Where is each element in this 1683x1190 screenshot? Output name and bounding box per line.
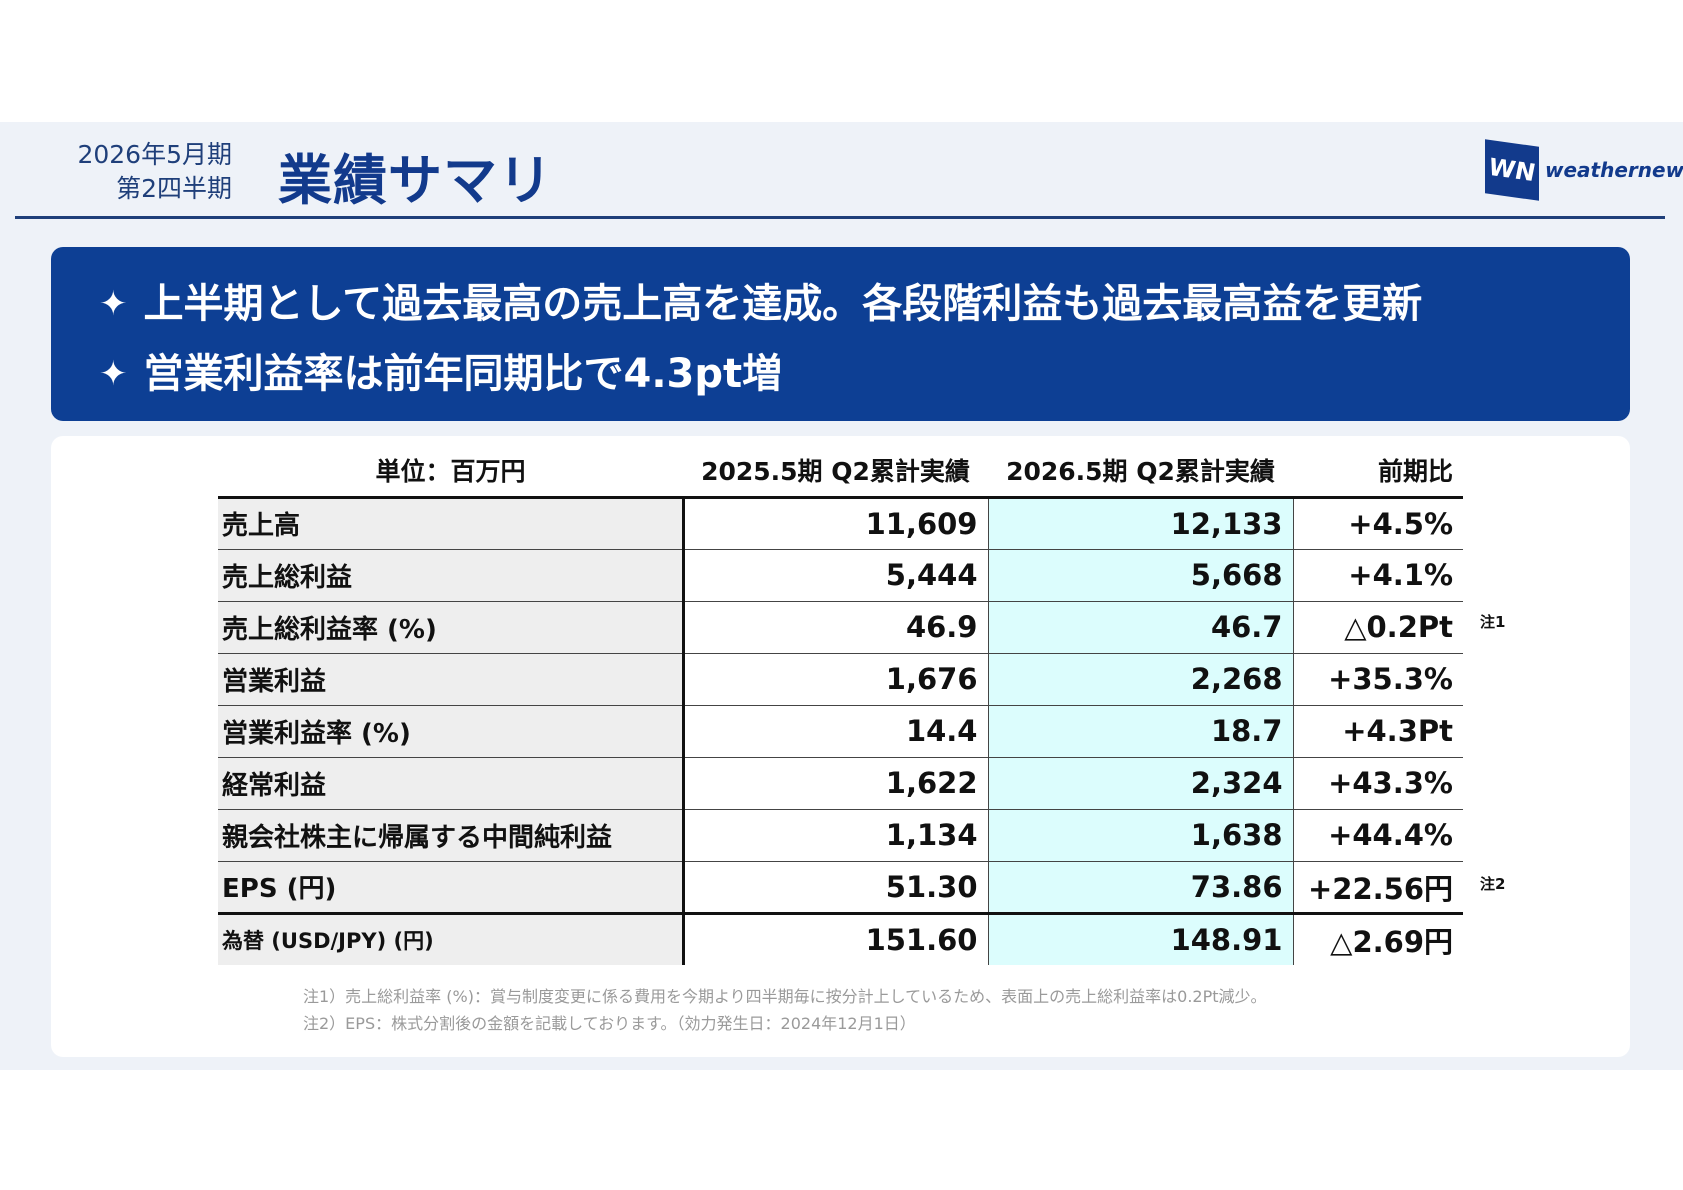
highlight-line: ✦ 営業利益率は前年同期比で4.3pt増 — [99, 339, 1630, 409]
yoy-change: +4.3Pt — [1293, 705, 1463, 758]
row-label: 経常利益 — [218, 757, 685, 810]
side-note-2: 注2 — [1480, 875, 1506, 893]
row-label: 親会社株主に帰属する中間純利益 — [218, 809, 685, 862]
current-value: 148.91 — [988, 911, 1294, 965]
period-year: 2026年5月期 — [77, 140, 232, 169]
prior-value: 51.30 — [683, 861, 989, 914]
footnote-2: 注2）EPS：株式分割後の金額を記載しております。（効力発生日：2024年12月… — [303, 1014, 916, 1033]
row-label: 売上高 — [218, 497, 685, 550]
table-row: 売上総利益率 (%) 46.9 46.7 △0.2Pt — [218, 601, 1463, 654]
table-row: 営業利益 1,676 2,268 +35.3% — [218, 653, 1463, 706]
row-label: 売上総利益率 (%) — [218, 601, 685, 654]
current-value: 46.7 — [988, 601, 1294, 654]
prior-value: 46.9 — [683, 601, 989, 654]
period-quarter: 第2四半期 — [116, 174, 232, 203]
header-divider — [15, 216, 1665, 219]
table-row: 親会社株主に帰属する中間純利益 1,134 1,638 +44.4% — [218, 809, 1463, 862]
yoy-change: △2.69円 — [1293, 911, 1463, 965]
header-unit: 単位：百万円 — [218, 445, 683, 499]
star-bullet-icon: ✦ — [99, 284, 128, 324]
footnote-1: 注1）売上総利益率 (%)：賞与制度変更に係る費用を今期より四半期毎に按分計上し… — [303, 987, 1267, 1006]
current-value: 5,668 — [988, 549, 1294, 602]
header-yoy: 前期比 — [1293, 445, 1463, 499]
table-row: 為替 (USD/JPY) (円) 151.60 148.91 △2.69円 — [218, 911, 1463, 965]
table-row: 売上総利益 5,444 5,668 +4.1% — [218, 549, 1463, 602]
header-current-year: 2026.5期 Q2累計実績 — [988, 445, 1293, 499]
star-bullet-icon: ✦ — [99, 354, 128, 394]
prior-value: 11,609 — [683, 497, 989, 550]
table-row: 経常利益 1,622 2,324 +43.3% — [218, 757, 1463, 810]
yoy-change: △0.2Pt — [1293, 601, 1463, 654]
logo-mark-icon: WN — [1485, 139, 1539, 201]
fiscal-period: 2026年5月期 第2四半期 — [40, 138, 232, 206]
prior-value: 1,622 — [683, 757, 989, 810]
row-label: EPS (円) — [218, 861, 685, 914]
weathernews-logo: WN weathernews — [1485, 139, 1683, 201]
results-table: 単位：百万円 2025.5期 Q2累計実績 2026.5期 Q2累計実績 前期比… — [218, 445, 1463, 965]
header-prior-year: 2025.5期 Q2累計実績 — [683, 445, 988, 499]
prior-value: 1,134 — [683, 809, 989, 862]
row-label: 売上総利益 — [218, 549, 685, 602]
side-note-1: 注1 — [1480, 613, 1506, 631]
highlight-banner: ✦ 上半期として過去最高の売上高を達成。各段階利益も過去最高益を更新 ✦ 営業利益率… — [51, 247, 1630, 421]
yoy-change: +4.5% — [1293, 497, 1463, 550]
prior-value: 14.4 — [683, 705, 989, 758]
prior-value: 1,676 — [683, 653, 989, 706]
prior-value: 5,444 — [683, 549, 989, 602]
table-header-row: 単位：百万円 2025.5期 Q2累計実績 2026.5期 Q2累計実績 前期比 — [218, 445, 1463, 499]
current-value: 1,638 — [988, 809, 1294, 862]
table-row: 売上高 11,609 12,133 +4.5% — [218, 497, 1463, 550]
yoy-change: +43.3% — [1293, 757, 1463, 810]
row-label: 営業利益率 (%) — [218, 705, 685, 758]
highlight-line: ✦ 上半期として過去最高の売上高を達成。各段階利益も過去最高益を更新 — [99, 269, 1630, 339]
row-label: 営業利益 — [218, 653, 685, 706]
table-row: 営業利益率 (%) 14.4 18.7 +4.3Pt — [218, 705, 1463, 758]
yoy-change: +44.4% — [1293, 809, 1463, 862]
current-value: 12,133 — [988, 497, 1294, 550]
yoy-change: +35.3% — [1293, 653, 1463, 706]
current-value: 73.86 — [988, 861, 1294, 914]
current-value: 2,268 — [988, 653, 1294, 706]
row-label: 為替 (USD/JPY) (円) — [218, 911, 685, 965]
yoy-change: +22.56円 — [1293, 861, 1463, 914]
table-row: EPS (円) 51.30 73.86 +22.56円 — [218, 861, 1463, 914]
current-value: 18.7 — [988, 705, 1294, 758]
logo-text: weathernews — [1545, 158, 1683, 182]
prior-value: 151.60 — [683, 911, 989, 965]
page-title: 業績サマリ — [278, 149, 553, 212]
current-value: 2,324 — [988, 757, 1294, 810]
yoy-change: +4.1% — [1293, 549, 1463, 602]
